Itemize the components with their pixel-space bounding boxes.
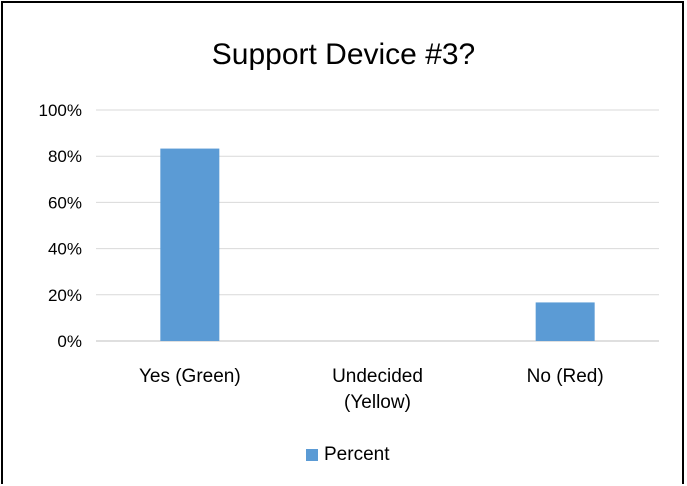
y-tick-label: 100% [39, 101, 82, 120]
x-tick-label-line: Undecided [332, 366, 423, 387]
chart-title: Support Device #3? [211, 38, 476, 71]
x-tick-label: Undecided (Yellow) [332, 366, 423, 413]
legend-swatch [306, 449, 318, 461]
legend: Percent [306, 444, 389, 466]
bar [160, 148, 220, 341]
x-tick-label-line: (Yellow) [344, 392, 411, 413]
x-tick-label: Yes (Green) [139, 366, 241, 387]
y-tick-label: 60% [48, 193, 82, 212]
y-tick-label: 40% [48, 240, 82, 259]
y-tick-label: 80% [48, 147, 82, 166]
x-tick-label-line: Yes (Green) [139, 366, 241, 387]
legend-label: Percent [324, 444, 390, 465]
x-tick-label-line: No (Red) [527, 366, 604, 387]
y-tick-label: 20% [48, 286, 82, 305]
y-tick-label: 0% [57, 332, 82, 351]
x-tick-label: No (Red) [527, 366, 604, 387]
bar [535, 302, 595, 341]
